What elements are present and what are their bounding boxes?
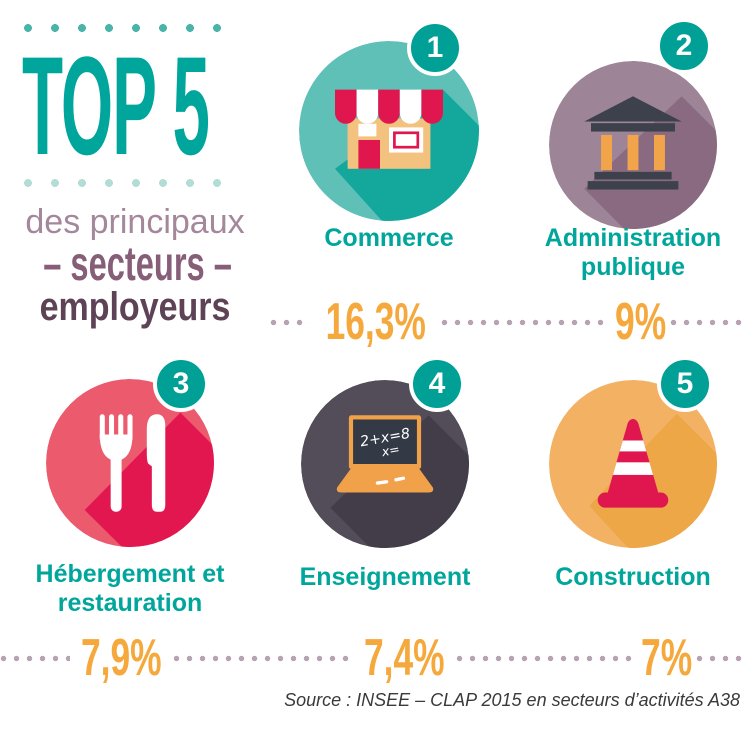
percent-enseignement: 7,4% [364, 629, 445, 687]
subtitle-line2: – secteurs – [43, 238, 232, 291]
percent-restauration: 7,9% [80, 629, 162, 687]
government-building-icon [549, 61, 717, 229]
decorative-dots-teal [24, 24, 230, 32]
rank-number: 1 [426, 31, 444, 64]
source-caption: Source : INSEE – CLAP 2015 en secteurs d… [284, 690, 740, 710]
sector-tile-enseignement: 2+x=8 x= [301, 380, 469, 548]
dotted-divider [455, 654, 637, 662]
percent-construction: 7% [640, 629, 692, 687]
dotted-divider [696, 654, 748, 662]
sector-label-construction: Construction [555, 563, 711, 591]
sector-tile-construction [549, 380, 717, 548]
subtitle-line3: employeurs [39, 285, 231, 329]
sector-label-commerce: Commerce [324, 224, 454, 252]
storefront-icon [299, 41, 479, 221]
dotted-divider [441, 318, 611, 326]
dotted-divider [0, 654, 70, 662]
percent-row-2: 7,9% 7,4% 7% [0, 629, 748, 687]
rank-badge: 3 [153, 356, 209, 412]
rank-badge: 5 [657, 356, 713, 412]
sector-label-restauration: Hébergement et restauration [35, 560, 225, 617]
sector-label-administration: Administration publique [544, 224, 722, 281]
dotted-divider [670, 318, 748, 326]
sector-tile-commerce [299, 41, 479, 221]
rank-badge: 2 [656, 18, 712, 74]
rank-number: 2 [675, 29, 693, 62]
page-title: TOP 5 [22, 27, 210, 184]
rank-number: 3 [172, 367, 190, 400]
chalkboard-icon: 2+x=8 x= [301, 380, 469, 548]
fork-knife-icon [46, 379, 214, 547]
sector-tile-administration [549, 61, 717, 229]
rank-badge: 4 [409, 356, 465, 412]
traffic-cone-icon [549, 380, 717, 548]
decorative-dots-pale [24, 179, 230, 187]
percent-commerce: 16,3% [325, 293, 426, 351]
sector-label-enseignement: Enseignement [299, 563, 471, 591]
rank-badge: 1 [407, 20, 463, 76]
dotted-divider [270, 318, 310, 326]
chalk-equation-line2: x= [380, 441, 401, 459]
rank-number: 4 [428, 367, 446, 400]
sector-tile-restauration [46, 379, 214, 547]
dotted-divider [172, 654, 354, 662]
rank-number: 5 [676, 367, 694, 400]
percent-administration: 9% [614, 293, 666, 351]
percent-row-1: 16,3% 9% [270, 293, 748, 351]
subtitle-line1: des principaux [25, 203, 245, 241]
